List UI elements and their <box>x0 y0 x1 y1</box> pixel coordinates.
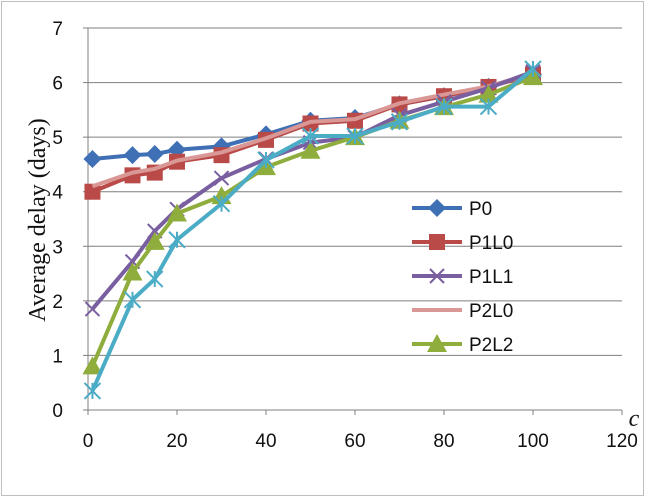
series-unlabeled <box>83 60 542 400</box>
legend-item-p0: P0 <box>412 199 492 220</box>
data-point-unlabeled <box>257 151 275 169</box>
y-tick-label: 4 <box>52 183 63 204</box>
data-point-p2l2 <box>122 262 143 281</box>
x-tick-label: 40 <box>255 431 276 452</box>
legend-item-p2l0: P2L0 <box>412 301 513 322</box>
legend-item-p1l0: P1L0 <box>412 233 513 254</box>
y-tick-label: 3 <box>52 237 63 258</box>
data-point-unlabeled <box>479 97 498 116</box>
data-point-p2l2 <box>82 356 103 375</box>
data-point-p2l2 <box>300 140 321 159</box>
y-tick-label: 0 <box>52 401 63 422</box>
legend: P0 P1L0 P1L1 P2L0 P2L2 <box>412 199 513 356</box>
tick-labels: 0 1 2 3 4 5 6 7 0 20 40 60 80 100 120 <box>52 19 637 452</box>
data-point-unlabeled <box>168 231 186 249</box>
x-tick-label: 120 <box>606 431 638 452</box>
legend-label: P2L2 <box>469 335 513 356</box>
data-point-unlabeled <box>390 113 409 131</box>
data-point-p0 <box>123 146 142 165</box>
series-p2l0 <box>91 71 534 189</box>
y-axis-label: Average delay (days) <box>25 118 51 321</box>
data-point-unlabeled <box>524 60 542 78</box>
data-point-unlabeled <box>212 195 231 213</box>
legend-item-p1l1: P1L1 <box>412 267 513 288</box>
x-tick-label: 80 <box>433 431 454 452</box>
legend-marker <box>429 268 445 284</box>
series-line-p2l0 <box>91 71 534 189</box>
series-layer <box>82 60 543 400</box>
data-point-p0 <box>83 149 102 168</box>
x-tick-label: 60 <box>344 431 365 452</box>
x-tick-label: 0 <box>83 431 94 452</box>
data-point-unlabeled <box>83 382 102 400</box>
legend-marker <box>429 234 445 250</box>
data-point-unlabeled <box>435 97 453 116</box>
x-tick-label: 20 <box>166 431 187 452</box>
legend-label: P2L0 <box>469 301 513 322</box>
y-tick-label: 2 <box>52 292 63 313</box>
data-point-p2l2 <box>144 231 165 250</box>
data-point-p0 <box>145 145 164 164</box>
data-point-p2l2 <box>478 84 499 103</box>
data-point-p1l1 <box>84 301 101 317</box>
axes <box>83 27 623 415</box>
legend-item-p2l2: P2L2 <box>412 334 513 356</box>
y-tick-label: 6 <box>52 74 63 95</box>
y-tick-label: 5 <box>52 128 63 149</box>
data-point-unlabeled <box>146 270 164 288</box>
legend-label: P1L0 <box>469 233 513 254</box>
data-point-p1l0 <box>84 183 101 200</box>
x-tick-label: 100 <box>517 431 549 452</box>
legend-marker <box>427 334 447 352</box>
data-point-unlabeled <box>123 291 142 309</box>
data-point-p2l2 <box>167 203 187 222</box>
data-point-unlabeled <box>301 127 320 145</box>
legend-marker <box>428 199 446 217</box>
y-tick-label: 1 <box>52 346 63 367</box>
x-axis-label: c <box>629 406 640 432</box>
legend-label: P1L1 <box>469 267 513 288</box>
legend-label: P0 <box>469 199 492 220</box>
y-tick-label: 7 <box>52 19 63 40</box>
data-point-unlabeled <box>346 127 364 145</box>
data-point-p1l1 <box>213 170 230 186</box>
